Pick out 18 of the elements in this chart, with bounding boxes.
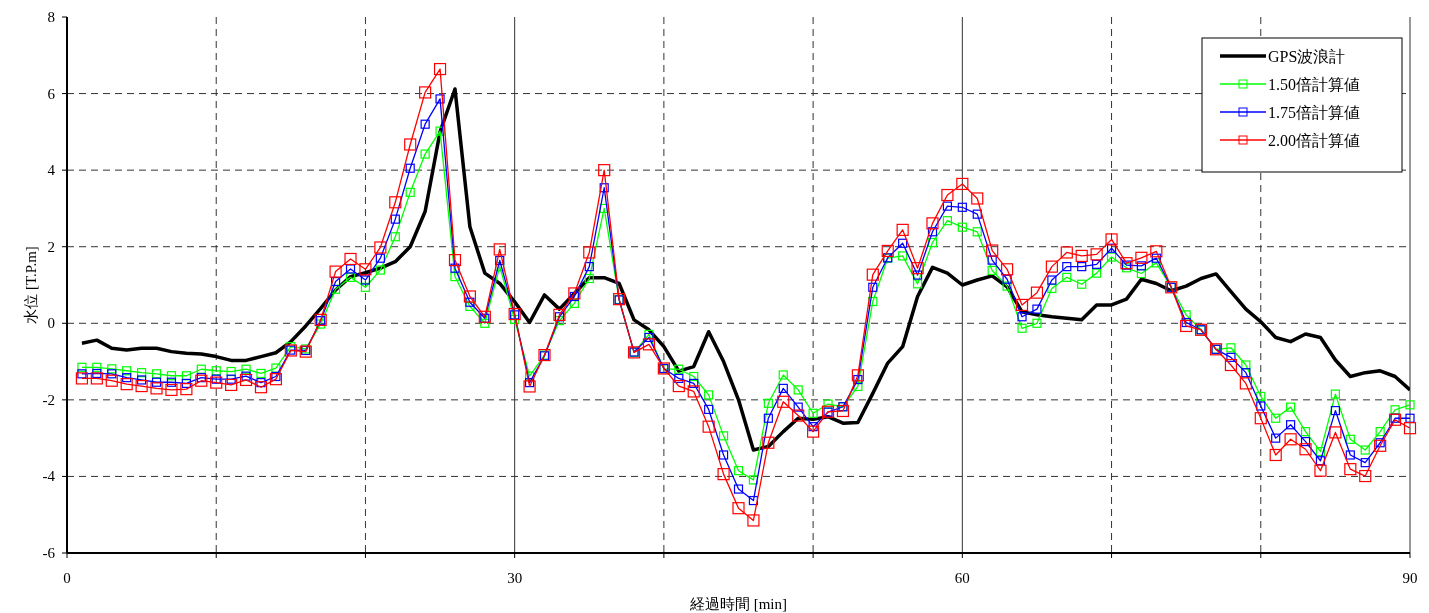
x-tick-label: 0 [63,570,71,586]
y-tick-label: -4 [42,468,56,485]
y-tick-label: 2 [47,238,55,255]
legend-label: 1.75倍計算値 [1268,104,1360,121]
legend-label: 2.00倍計算値 [1268,132,1360,149]
y-tick-label: -2 [42,391,55,408]
y-tick-label: 8 [47,9,55,25]
y-tick-label: 0 [47,315,55,332]
y-tick-label: -6 [42,545,56,561]
y-tick-label: 4 [47,162,56,179]
y-axis-title: 水位 [T.P.m] [23,246,39,324]
x-tick-label: 30 [507,570,523,586]
legend-label: GPS波浪計 [1268,48,1346,65]
x-tick-label: 90 [1402,570,1418,586]
x-tick-label: 60 [954,570,970,586]
legend-label: 1.50倍計算値 [1268,76,1360,93]
x-axis-title: 経過時間 [min] [688,596,788,612]
y-tick-label: 6 [47,85,56,102]
